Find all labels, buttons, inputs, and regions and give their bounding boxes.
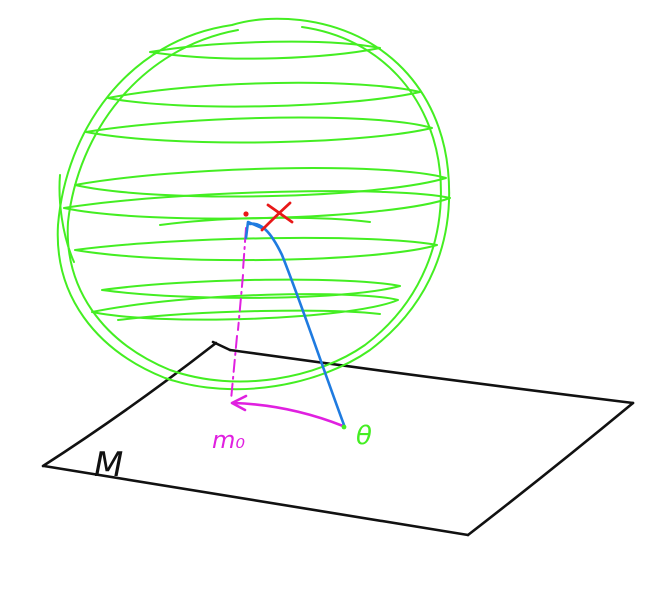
manifold-plane — [41, 340, 635, 537]
theta-point — [341, 424, 347, 430]
label-m0: m₀ — [212, 426, 245, 454]
label-manifold: M — [94, 445, 123, 485]
label-theta: θ — [356, 421, 372, 451]
geodesic-arrow — [244, 220, 346, 427]
log-map-arrow — [230, 394, 345, 428]
projection-line — [230, 227, 247, 401]
x-point — [243, 211, 249, 217]
x-label — [260, 201, 294, 232]
sphere — [56, 17, 451, 391]
